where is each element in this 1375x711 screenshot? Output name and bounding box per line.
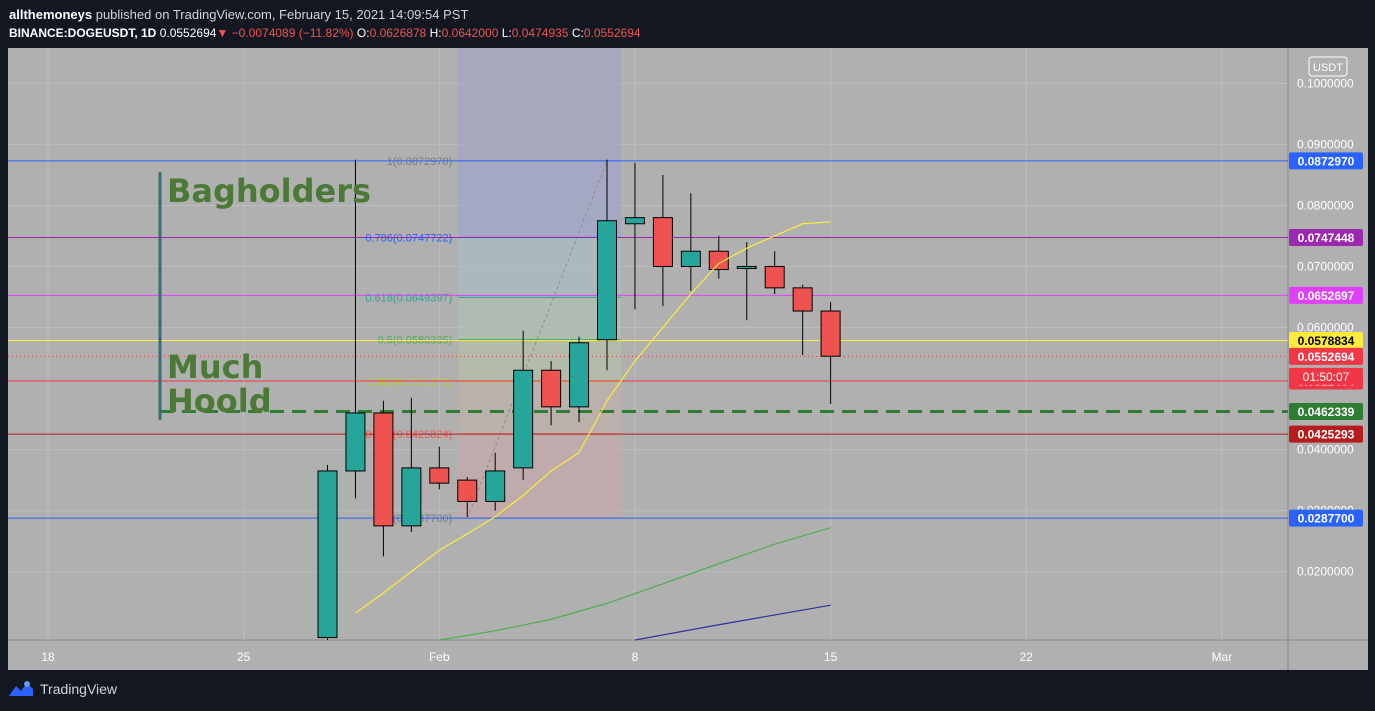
candle-body[interactable] [597,220,617,341]
level-price-label-bg [1289,331,1363,349]
symbol-label: BINANCE:DOGEUSDT, 1D [9,26,157,40]
low-label: L: [501,26,512,40]
candle-body[interactable] [429,467,450,484]
level-price-label: 0.0578834 [1298,334,1355,348]
candle-body[interactable] [345,412,366,472]
candle-body[interactable] [708,250,729,271]
publish-info: allthemoneys published on TradingView.co… [9,7,468,22]
down-arrow-icon: ▼ [216,26,229,40]
level-price-label-bg [1289,509,1363,527]
moving-average-blue [634,604,831,641]
fib-level-label: 0.786(0.0747722) [365,232,452,244]
candle-body[interactable] [373,412,394,527]
fib-zone-band [458,237,621,298]
time-tick-label: 18 [41,650,55,664]
fib-zone-band [458,433,621,519]
currency-label: USDT [1313,62,1343,74]
time-tick-label: Feb [429,650,450,664]
fib-trend-line [466,160,608,519]
price-tick-label: 0.0200000 [1297,565,1354,579]
candle-body[interactable] [792,287,813,312]
fib-zone-band [458,339,621,382]
countdown-label: 01:50:07 [1303,370,1350,384]
last-price-label: 0.0552694 [1298,350,1355,364]
level-price-label: 0.0287700 [1298,512,1355,526]
candle-body[interactable] [680,250,701,267]
time-tick-label: Mar [1212,650,1233,664]
symbol-info: BINANCE:DOGEUSDT, 1D 0.0552694▼ −0.00740… [9,26,641,40]
low-value: 0.0474935 [511,26,569,40]
level-price-label: 0.0872970 [1298,154,1355,168]
candle-body[interactable] [513,369,534,469]
price-tick-label: 0.0600000 [1297,321,1354,335]
tradingview-footer: TradingView [8,680,117,698]
fib-level-label: 0.618(0.0649397) [365,292,452,304]
currency-badge[interactable] [1308,56,1348,77]
candle-body[interactable] [652,217,673,267]
open-value: 0.0626878 [369,26,427,40]
fib-level-label: 1(0.0872970) [387,156,452,168]
candle-body[interactable] [624,217,645,225]
change-text: −0.0074089 (−11.82%) [231,26,354,40]
candle-body[interactable] [485,470,506,502]
candle-body[interactable] [736,265,757,269]
candle-body[interactable] [401,467,422,527]
moving-average-green [439,527,831,641]
level-price-label: 0.0652697 [1298,289,1355,303]
time-tick-label: 15 [824,650,838,664]
time-axis-background [8,640,1368,670]
level-price-label-bg [1289,425,1363,443]
high-label: H: [429,26,442,40]
price-tick-label: 0.0700000 [1297,259,1354,273]
level-price-label: 0.0747448 [1298,231,1355,245]
level-price-label-bg [1289,286,1363,304]
time-tick-label: 8 [632,650,639,664]
high-value: 0.0642000 [441,26,499,40]
level-price-label-bg [1289,229,1363,247]
close-label: C: [571,26,584,40]
candle-body[interactable] [569,342,590,408]
tradingview-logo-icon [9,681,33,696]
open-label: O: [356,26,370,40]
candle-body[interactable] [764,265,785,289]
candle-body[interactable] [317,470,338,639]
fib-level-label: 0.382(0.0511272) [366,377,452,389]
price-tick-label: 0.1000000 [1297,76,1354,90]
moving-average-yellow [355,221,831,614]
fib-zone-band [458,160,621,238]
price-tick-label: 0.0400000 [1297,443,1354,457]
brand-label[interactable]: TradingView [40,681,118,697]
price-tick-label: 0.0900000 [1297,137,1354,151]
price-tick-label: 0.0800000 [1297,198,1354,212]
close-value: 0.0552694 [583,26,641,40]
candle-body[interactable] [820,310,841,357]
countdown-bg [1289,367,1363,385]
level-price-label: 0.0425293 [1298,428,1355,442]
bagholders-label: Bagholders [167,172,371,210]
candle-body[interactable] [457,479,478,502]
last-price-text: 0.0552694 [159,26,217,40]
last-price-label-bg [1289,347,1363,365]
time-tick-label: 25 [237,650,251,664]
support-price-label-bg [1289,403,1363,421]
candle-body[interactable] [541,369,562,408]
fib-zone-band [458,381,621,434]
publish-text: published on TradingView.com, February 1… [95,7,469,22]
much-label: Much [167,348,263,386]
level-price-label-bg [1289,152,1363,170]
support-price-label: 0.0462339 [1298,405,1355,419]
author-name[interactable]: allthemoneys [9,7,93,22]
plot-background [8,48,1288,640]
hoold-label: Hoold [167,382,272,420]
time-tick-label: 22 [1020,650,1034,664]
